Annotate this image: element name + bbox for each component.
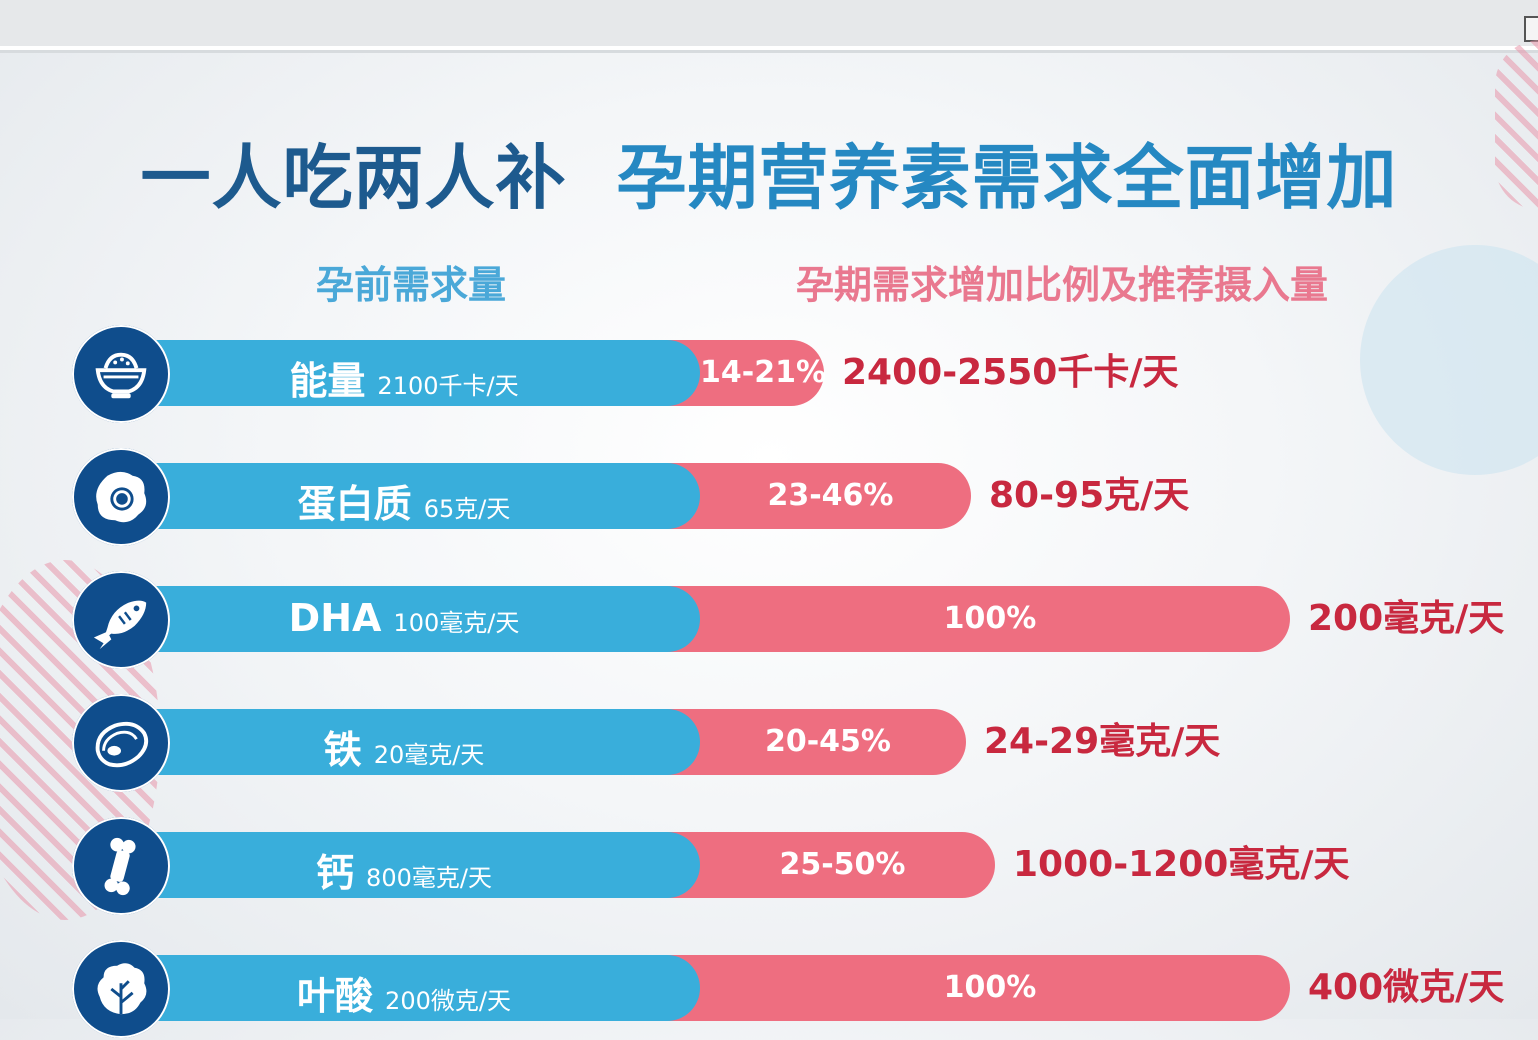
decorative-stripes-right xyxy=(1495,40,1538,210)
increase-bar xyxy=(650,955,1290,1021)
corner-window-icon[interactable] xyxy=(1524,16,1538,42)
nutrient-row: DHA 100毫克/天 100% 200毫克/天 xyxy=(0,571,1538,671)
nutrient-name: 能量 xyxy=(289,359,366,403)
pre-pregnancy-amount: 100毫克/天 xyxy=(393,609,520,637)
increase-bar xyxy=(650,832,995,898)
recommended-intake: 2400-2550千卡/天 xyxy=(842,352,1179,393)
increase-percent: 25-50% xyxy=(779,847,906,882)
nutrient-name: 钙 xyxy=(316,851,355,895)
nutrient-label: 铁 20毫克/天 xyxy=(170,709,638,775)
baseline-bar xyxy=(120,955,700,1021)
nutrient-label: 钙 800毫克/天 xyxy=(170,832,638,898)
recommended-intake: 200毫克/天 xyxy=(1308,598,1505,639)
pre-pregnancy-amount: 20毫克/天 xyxy=(373,741,485,769)
nutrient-label: DHA 100毫克/天 xyxy=(170,586,638,652)
nutrient-name: DHA xyxy=(288,596,382,640)
pre-pregnancy-amount: 65克/天 xyxy=(423,495,511,523)
pre-pregnancy-amount: 800毫克/天 xyxy=(366,864,492,892)
increase-bar xyxy=(650,586,1290,652)
nutrient-label: 叶酸 200微克/天 xyxy=(170,955,638,1021)
nutrient-name: 蛋白质 xyxy=(297,482,412,526)
baseline-bar xyxy=(120,463,700,529)
increase-percent: 23-46% xyxy=(767,478,894,513)
bone-icon xyxy=(72,817,170,915)
title-part2: 孕期营养素需求全面增加 xyxy=(616,137,1398,219)
nutrient-label: 蛋白质 65克/天 xyxy=(170,463,638,529)
nutrient-row: 铁 20毫克/天 20-45% 24-29毫克/天 xyxy=(0,694,1538,794)
baseline-bar xyxy=(120,586,700,652)
recommended-intake: 1000-1200毫克/天 xyxy=(1013,844,1350,885)
nutrient-label: 能量 2100千卡/天 xyxy=(170,340,638,406)
nutrient-row: 钙 800毫克/天 25-50% 1000-1200毫克/天 xyxy=(0,817,1538,917)
increase-bar xyxy=(650,709,966,775)
fish-icon xyxy=(72,571,170,669)
meat-icon xyxy=(72,694,170,792)
increase-percent: 100% xyxy=(943,601,1037,636)
nutrient-name: 铁 xyxy=(323,728,362,772)
nutrient-name: 叶酸 xyxy=(297,974,374,1018)
pre-pregnancy-amount: 2100千卡/天 xyxy=(377,372,519,400)
header-pregnancy-increase: 孕期需求增加比例及推荐摄入量 xyxy=(796,263,1329,307)
leafy-vegetable-icon xyxy=(72,940,170,1038)
increase-percent: 20-45% xyxy=(764,724,891,759)
top-divider xyxy=(0,46,1538,50)
header-pre-pregnancy: 孕前需求量 xyxy=(316,263,507,307)
baseline-bar xyxy=(120,340,700,406)
top-bar xyxy=(0,0,1538,46)
decorative-circle xyxy=(1360,245,1538,475)
nutrient-row: 叶酸 200微克/天 100% 400微克/天 xyxy=(0,940,1538,1040)
nutrient-row: 能量 2100千卡/天 14-21% 2400-2550千卡/天 xyxy=(0,325,1538,425)
baseline-bar xyxy=(120,832,700,898)
title-part1: 一人吃两人补 xyxy=(140,137,567,219)
increase-percent: 14-21% xyxy=(700,355,827,390)
nutrient-row: 蛋白质 65克/天 23-46% 80-95克/天 xyxy=(0,448,1538,548)
page-title: 一人吃两人补 孕期营养素需求全面增加 xyxy=(0,122,1538,223)
increase-percent: 100% xyxy=(943,970,1037,1005)
top-divider-shadow xyxy=(0,50,1538,53)
increase-bar xyxy=(650,463,971,529)
recommended-intake: 80-95克/天 xyxy=(989,475,1190,516)
baseline-bar xyxy=(120,709,700,775)
pre-pregnancy-amount: 200微克/天 xyxy=(385,987,511,1015)
rice-bowl-icon xyxy=(72,325,170,423)
recommended-intake: 400微克/天 xyxy=(1308,967,1505,1008)
recommended-intake: 24-29毫克/天 xyxy=(984,721,1221,762)
egg-icon xyxy=(72,448,170,546)
